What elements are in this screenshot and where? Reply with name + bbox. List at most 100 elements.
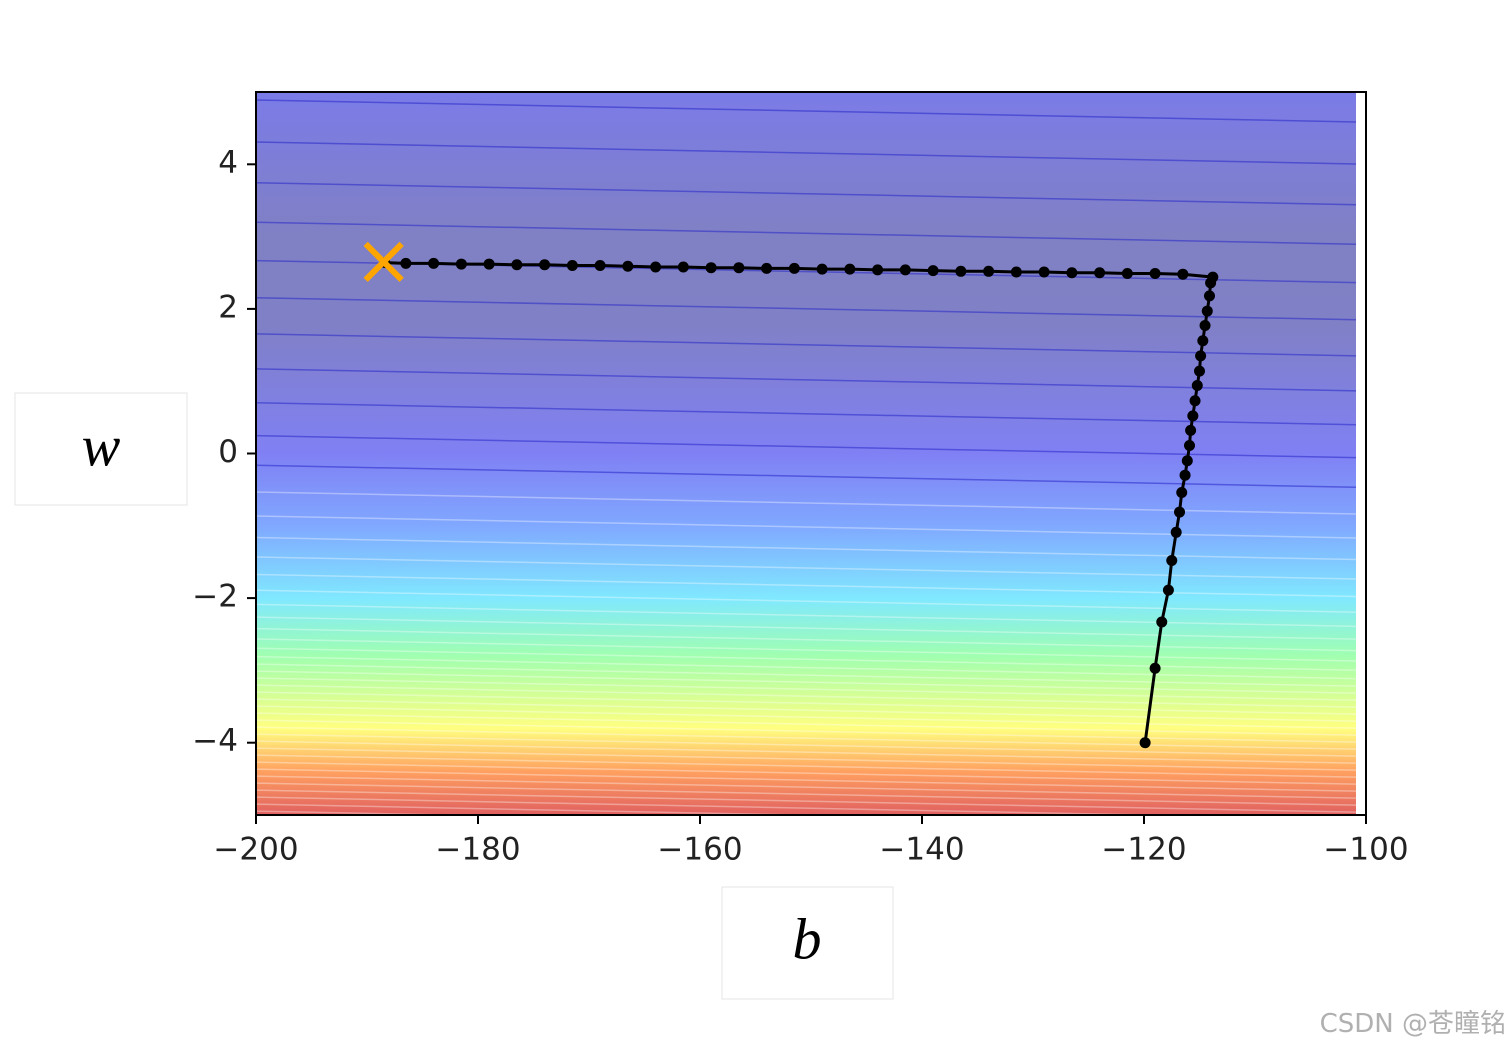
contour-line (255, 684, 1357, 708)
watermark: CSDN @苍瞳铭 (1320, 1009, 1506, 1039)
contour-line (255, 670, 1357, 694)
contour-line (255, 589, 1357, 613)
contour-line (255, 627, 1357, 652)
contour-line (255, 616, 1357, 640)
path-point (1094, 267, 1106, 279)
path-point (872, 264, 884, 276)
path-point (1195, 350, 1207, 362)
path-point (1203, 290, 1215, 302)
contour-line (255, 333, 1357, 357)
contour-line (255, 726, 1357, 750)
contour-line (255, 655, 1357, 680)
contour-line (255, 698, 1357, 722)
path-point (983, 265, 995, 277)
x-tick-label: −120 (1101, 832, 1186, 868)
path-point (1176, 487, 1188, 499)
path-point (677, 261, 689, 273)
path-point (622, 260, 634, 272)
path-point (1121, 267, 1133, 279)
path-point (1162, 584, 1174, 596)
path-point (400, 257, 412, 269)
path-point (594, 260, 606, 272)
path-point (1189, 395, 1201, 407)
x-tick-label: −160 (657, 832, 742, 868)
contour-line (255, 181, 1357, 206)
label-box (14, 392, 188, 506)
contour-line (255, 638, 1357, 662)
contour-line (255, 556, 1357, 580)
contour-line (255, 775, 1357, 799)
x-tick-label: −140 (879, 832, 964, 868)
contour-line (255, 434, 1357, 459)
plot-layer (363, 241, 1219, 749)
path-point (1199, 320, 1211, 332)
path-point (1184, 440, 1196, 452)
path-point (1149, 267, 1161, 279)
path-point (1185, 424, 1197, 436)
contour-line (255, 747, 1357, 771)
path-point (761, 262, 773, 274)
x-tick-label: −180 (435, 832, 520, 868)
contour-line (255, 754, 1357, 778)
contour-line (255, 789, 1357, 813)
path-point (1177, 268, 1189, 280)
contour-line (255, 297, 1357, 321)
path-point (650, 261, 662, 273)
contour-line (255, 402, 1357, 426)
y-axis-label: w (82, 413, 121, 478)
contour-line (255, 768, 1357, 792)
x-tick-label: −100 (1323, 832, 1408, 868)
contour-line (255, 663, 1357, 687)
path-point (1174, 506, 1186, 518)
contour-line (255, 464, 1357, 489)
contour-line (255, 761, 1357, 785)
path-point (1187, 410, 1199, 422)
path-point (1201, 305, 1213, 317)
x-axis-label: b (793, 906, 822, 971)
y-tick-label: 2 (218, 289, 238, 325)
path-point (844, 263, 856, 275)
path-point (816, 263, 828, 275)
contour-line (255, 677, 1357, 701)
path-point (1038, 266, 1050, 278)
path-point (1156, 616, 1168, 628)
path-point (955, 265, 967, 277)
path-point (1166, 555, 1178, 567)
contour-line (255, 647, 1357, 672)
contour-line (255, 705, 1357, 729)
path-point (483, 258, 495, 270)
path-point (927, 265, 939, 277)
path-point (705, 262, 717, 274)
path-point (1010, 266, 1022, 278)
contour-line (255, 603, 1357, 628)
x-tick-label: −200 (213, 832, 298, 868)
path-point (1149, 662, 1161, 674)
start-marker (363, 241, 404, 283)
contour-line (255, 712, 1357, 736)
path-point (733, 262, 745, 274)
contour-line (255, 99, 1357, 123)
path-point (1179, 469, 1191, 481)
path-point (1066, 267, 1078, 279)
contour-line (255, 719, 1357, 743)
path-point (1194, 365, 1205, 377)
path-point (511, 259, 523, 271)
path-point (1197, 335, 1209, 347)
path-point (428, 257, 440, 269)
path-point (455, 258, 467, 270)
contour-fill (256, 92, 1356, 815)
y-tick-label: 0 (218, 434, 238, 470)
path-point (1207, 271, 1219, 283)
path-point (1170, 526, 1182, 538)
contour-line (255, 368, 1357, 392)
path-point (539, 259, 551, 271)
contour-line (255, 221, 1357, 246)
path-point (1181, 455, 1193, 467)
path-point (566, 260, 578, 272)
path-point (788, 262, 800, 274)
contour-line (255, 491, 1357, 515)
contour-line (255, 141, 1357, 165)
contour-line (255, 733, 1357, 757)
contour-line (255, 782, 1357, 806)
